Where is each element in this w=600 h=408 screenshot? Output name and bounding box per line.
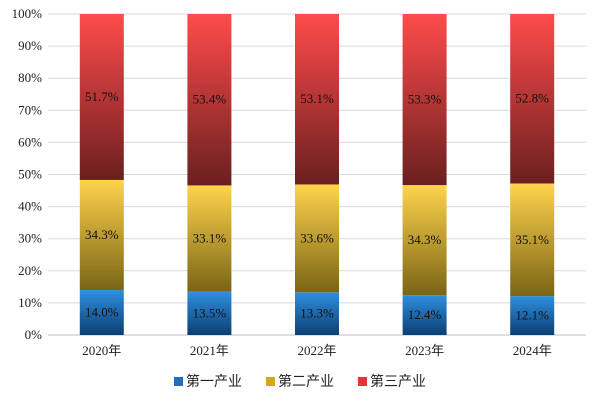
bar-segment bbox=[295, 14, 339, 185]
data-labels: 14.0% 34.3% 51.7% 13.5% 33.1% 53.4% 13.3% 33.6%… bbox=[85, 89, 549, 323]
legend-label: 第三产业 bbox=[370, 373, 426, 390]
data-label: 13.5% bbox=[193, 305, 227, 320]
y-tick-label: 70% bbox=[18, 102, 42, 117]
y-tick-label: 20% bbox=[18, 263, 42, 278]
y-tick-label: 0% bbox=[25, 327, 43, 342]
bars bbox=[79, 14, 555, 335]
bar-segment bbox=[402, 295, 447, 335]
bar-segment bbox=[510, 296, 555, 335]
y-tick-label: 80% bbox=[18, 70, 42, 85]
legend: 第一产业 第二产业 第三产业 bbox=[174, 373, 426, 390]
bar-segment bbox=[510, 183, 555, 297]
data-label: 33.1% bbox=[193, 231, 227, 246]
data-label: 34.3% bbox=[408, 232, 442, 247]
bar-segment bbox=[510, 14, 555, 184]
data-label: 14.0% bbox=[85, 305, 119, 320]
y-tick-label: 90% bbox=[18, 38, 42, 53]
data-label: 53.1% bbox=[300, 91, 334, 106]
bar-segment bbox=[187, 291, 232, 335]
x-tick-label: 2021年 bbox=[190, 343, 229, 358]
data-label: 12.4% bbox=[408, 307, 442, 322]
data-label: 12.1% bbox=[515, 308, 549, 323]
data-label: 33.6% bbox=[300, 230, 334, 245]
bar-segment bbox=[402, 185, 447, 296]
x-tick-label: 2022年 bbox=[297, 343, 336, 358]
x-tick-label: 2023年 bbox=[405, 343, 444, 358]
y-tick-label: 40% bbox=[18, 199, 42, 214]
y-tick-label: 10% bbox=[18, 295, 42, 310]
bar-segment bbox=[79, 179, 124, 291]
legend-swatch bbox=[266, 377, 275, 386]
x-tick-label: 2024年 bbox=[513, 343, 552, 358]
data-label: 52.8% bbox=[515, 91, 549, 106]
y-axis-ticks: 0% 10% 20% 30% 40% 50% 60% 70% 80% 90% 100% bbox=[12, 6, 43, 342]
y-tick-label: 50% bbox=[18, 167, 42, 182]
legend-swatch bbox=[174, 377, 183, 386]
bar-segment bbox=[187, 14, 232, 186]
data-label: 53.4% bbox=[193, 92, 227, 107]
data-label: 51.7% bbox=[85, 89, 119, 104]
data-label: 13.3% bbox=[300, 306, 334, 321]
legend-label: 第一产业 bbox=[186, 373, 242, 390]
x-tick-label: 2020年 bbox=[82, 343, 121, 358]
x-axis-ticks: 2020年 2021年 2022年 2023年 2024年 bbox=[82, 343, 551, 358]
data-label: 53.3% bbox=[408, 92, 442, 107]
bar-segment bbox=[402, 14, 447, 186]
y-tick-label: 100% bbox=[12, 6, 43, 21]
y-tick-label: 60% bbox=[18, 134, 42, 149]
bar-segment bbox=[187, 185, 232, 292]
data-label: 34.3% bbox=[85, 227, 119, 242]
legend-label: 第二产业 bbox=[278, 373, 334, 390]
bar-segment bbox=[295, 184, 339, 293]
y-tick-label: 30% bbox=[18, 231, 42, 246]
bar-segment bbox=[295, 292, 339, 335]
bar-segment bbox=[79, 290, 124, 335]
data-label: 35.1% bbox=[515, 232, 549, 247]
bar-segment bbox=[79, 14, 124, 180]
legend-swatch bbox=[358, 377, 367, 386]
